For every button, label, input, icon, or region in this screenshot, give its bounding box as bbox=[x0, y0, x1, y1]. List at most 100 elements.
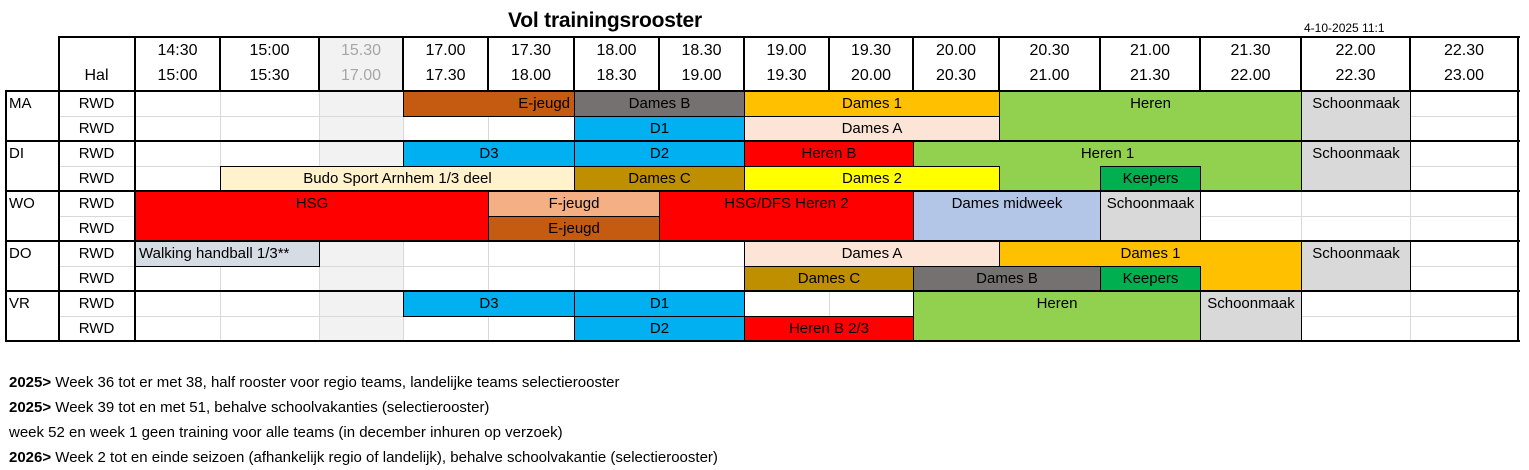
schedule-block-d1[interactable]: D1 bbox=[574, 116, 745, 142]
schedule-block-dames-2[interactable]: Dames 2 bbox=[744, 166, 1000, 192]
timeslot-header: 21.00 21.30 bbox=[1100, 38, 1200, 90]
day-border bbox=[5, 340, 1520, 342]
schedule-block-hsg[interactable]: HSG bbox=[135, 191, 489, 242]
schedule-block-dames-c[interactable]: Dames C bbox=[574, 166, 745, 192]
schedule-block-dames-c[interactable]: Dames C bbox=[744, 266, 914, 292]
schedule-block-d3[interactable]: D3 bbox=[403, 141, 575, 167]
timeslot-start: 18.00 bbox=[596, 42, 637, 59]
timeslot-start: 22.00 bbox=[1335, 42, 1376, 59]
hall-label: RWD bbox=[78, 120, 115, 137]
timeslot-header: 17.30 18.00 bbox=[488, 38, 574, 90]
header-col-border bbox=[219, 36, 221, 91]
timeslot-start: 21.00 bbox=[1129, 42, 1171, 59]
hal-header: Hal bbox=[84, 67, 109, 84]
timeslot-start: 21.30 bbox=[1230, 42, 1271, 59]
note-text: Week 2 tot en einde seizoen (afhankelijk… bbox=[51, 449, 718, 466]
schedule-block-heren[interactable]: Heren bbox=[999, 91, 1302, 142]
schedule-block-e-jeugd[interactable]: E-jeugd bbox=[488, 216, 660, 242]
schedule-block-d2[interactable]: D2 bbox=[574, 141, 745, 167]
note-line: 2025> Week 39 tot en met 51, behalve sch… bbox=[9, 395, 718, 420]
header-col-border bbox=[1300, 36, 1302, 91]
timeslot-end: 17.00 bbox=[340, 67, 382, 84]
schedule-block-d1[interactable]: D1 bbox=[574, 291, 745, 317]
hal-right-border bbox=[134, 36, 136, 342]
note-line: week 52 en week 1 geen training voor all… bbox=[9, 420, 718, 445]
header-col-border bbox=[828, 36, 830, 91]
timeslot-header: 20.30 21.00 bbox=[999, 38, 1100, 90]
schedule-block-schoonmaak[interactable]: Schoonmaak bbox=[1301, 141, 1411, 192]
timeslot-end: 22.30 bbox=[1335, 67, 1376, 84]
header-top-border bbox=[58, 36, 1520, 38]
hall-label: RWD bbox=[78, 295, 115, 312]
schedule-block-dames-b[interactable]: Dames B bbox=[913, 266, 1101, 292]
hall-label: RWD bbox=[78, 95, 115, 112]
note-year: 2025> bbox=[9, 399, 52, 416]
schedule-block-f-jeugd[interactable]: F-jeugd bbox=[488, 191, 660, 217]
schedule-block-e-jeugd[interactable]: E-jeugd bbox=[403, 91, 575, 117]
hall-label: RWD bbox=[78, 320, 115, 337]
schedule-block-schoonmaak[interactable]: Schoonmaak bbox=[1301, 91, 1411, 142]
header-col-border bbox=[912, 36, 914, 91]
timeslot-end: 15:30 bbox=[249, 67, 290, 84]
header-col-border bbox=[998, 36, 1000, 91]
timeslot-header: 14:30 15:00 bbox=[135, 38, 220, 90]
note-text: week 52 en week 1 geen training voor all… bbox=[9, 424, 563, 441]
schedule-block-heren-b[interactable]: Heren B bbox=[744, 141, 914, 167]
schedule-block-heren-b-2-3[interactable]: Heren B 2/3 bbox=[744, 316, 914, 342]
schedule-grid: Hal 14:30 15:00 15:00 15:30 15.30 17.00 17.00 1… bbox=[5, 36, 1520, 342]
day-label: DI bbox=[9, 145, 24, 162]
schedule-block-schoonmaak[interactable]: Schoonmaak bbox=[1200, 291, 1302, 342]
timeslot-end: 22.00 bbox=[1230, 67, 1271, 84]
schedule-block-budo-sport-arnhem-1-3-deel[interactable]: Budo Sport Arnhem 1/3 deel bbox=[220, 166, 575, 192]
timeslot-end: 18.00 bbox=[510, 67, 552, 84]
schedule-block-dames-b[interactable]: Dames B bbox=[574, 91, 745, 117]
timeslot-start: 19.30 bbox=[850, 42, 892, 59]
timeslot-header: 21.30 22.00 bbox=[1200, 38, 1301, 90]
schedule-block-dames-midweek[interactable]: Dames midweek bbox=[913, 191, 1101, 242]
header-col-border bbox=[743, 36, 745, 91]
header-col-border bbox=[573, 36, 575, 91]
timeslot-start: 14:30 bbox=[157, 42, 198, 59]
note-year: 2026> bbox=[9, 449, 52, 466]
schedule-block-dames-1[interactable]: Dames 1 bbox=[744, 91, 1000, 117]
timeslot-start: 17.30 bbox=[510, 42, 552, 59]
hal-left-border bbox=[58, 36, 60, 342]
timeslot-end: 21.30 bbox=[1129, 67, 1171, 84]
timeslot-end: 19.00 bbox=[681, 67, 722, 84]
right-border bbox=[1517, 36, 1519, 342]
day-label: VR bbox=[9, 295, 30, 312]
col-divider bbox=[1410, 91, 1411, 341]
day-label: MA bbox=[9, 95, 32, 112]
schedule-block-dames-a[interactable]: Dames A bbox=[744, 241, 1000, 267]
schedule-block-heren[interactable]: Heren bbox=[913, 291, 1201, 342]
schedule-block-d3[interactable]: D3 bbox=[403, 291, 575, 317]
hall-label: RWD bbox=[78, 145, 115, 162]
schedule-block-d2[interactable]: D2 bbox=[574, 316, 745, 342]
hall-label: RWD bbox=[78, 170, 115, 187]
timeslot-header: 22.30 23.00 bbox=[1410, 38, 1518, 90]
timeslot-header: 17.00 17.30 bbox=[403, 38, 488, 90]
hall-label: RWD bbox=[78, 195, 115, 212]
schedule-block-keepers[interactable]: Keepers bbox=[1100, 166, 1201, 192]
schedule-block-keepers[interactable]: Keepers bbox=[1100, 266, 1201, 292]
timeslot-end: 23.00 bbox=[1443, 67, 1485, 84]
timeslot-header: 22.00 22.30 bbox=[1301, 38, 1410, 90]
header-col-border bbox=[402, 36, 404, 91]
schedule-block-hsg-dfs-heren-2[interactable]: HSG/DFS Heren 2 bbox=[659, 191, 914, 242]
day-border bbox=[5, 140, 1520, 142]
schedule-block-schoonmaak[interactable]: Schoonmaak bbox=[1100, 191, 1201, 242]
timeslot-header: 18.30 19.00 bbox=[659, 38, 744, 90]
timeslot-header: 15.30 17.00 bbox=[319, 38, 403, 90]
left-border bbox=[5, 90, 7, 342]
timestamp: 4-10-2025 11:1 bbox=[1304, 21, 1385, 35]
note-line: 2025> Week 36 tot er met 38, half rooste… bbox=[9, 370, 718, 395]
hall-label: RWD bbox=[78, 270, 115, 287]
note-line: 2026> Week 2 tot en einde seizoen (afhan… bbox=[9, 445, 718, 470]
schedule-block-walking-handball-1-3-[interactable]: Walking handball 1/3** bbox=[135, 241, 320, 267]
schedule-block-dames-a[interactable]: Dames A bbox=[744, 116, 1000, 142]
note-text: Week 39 tot en met 51, behalve schoolvak… bbox=[51, 399, 490, 416]
timeslot-header: 15:00 15:30 bbox=[220, 38, 319, 90]
page-title: Vol trainingsrooster bbox=[508, 9, 702, 32]
day-border bbox=[5, 240, 1520, 242]
schedule-block-schoonmaak[interactable]: Schoonmaak bbox=[1301, 241, 1411, 292]
